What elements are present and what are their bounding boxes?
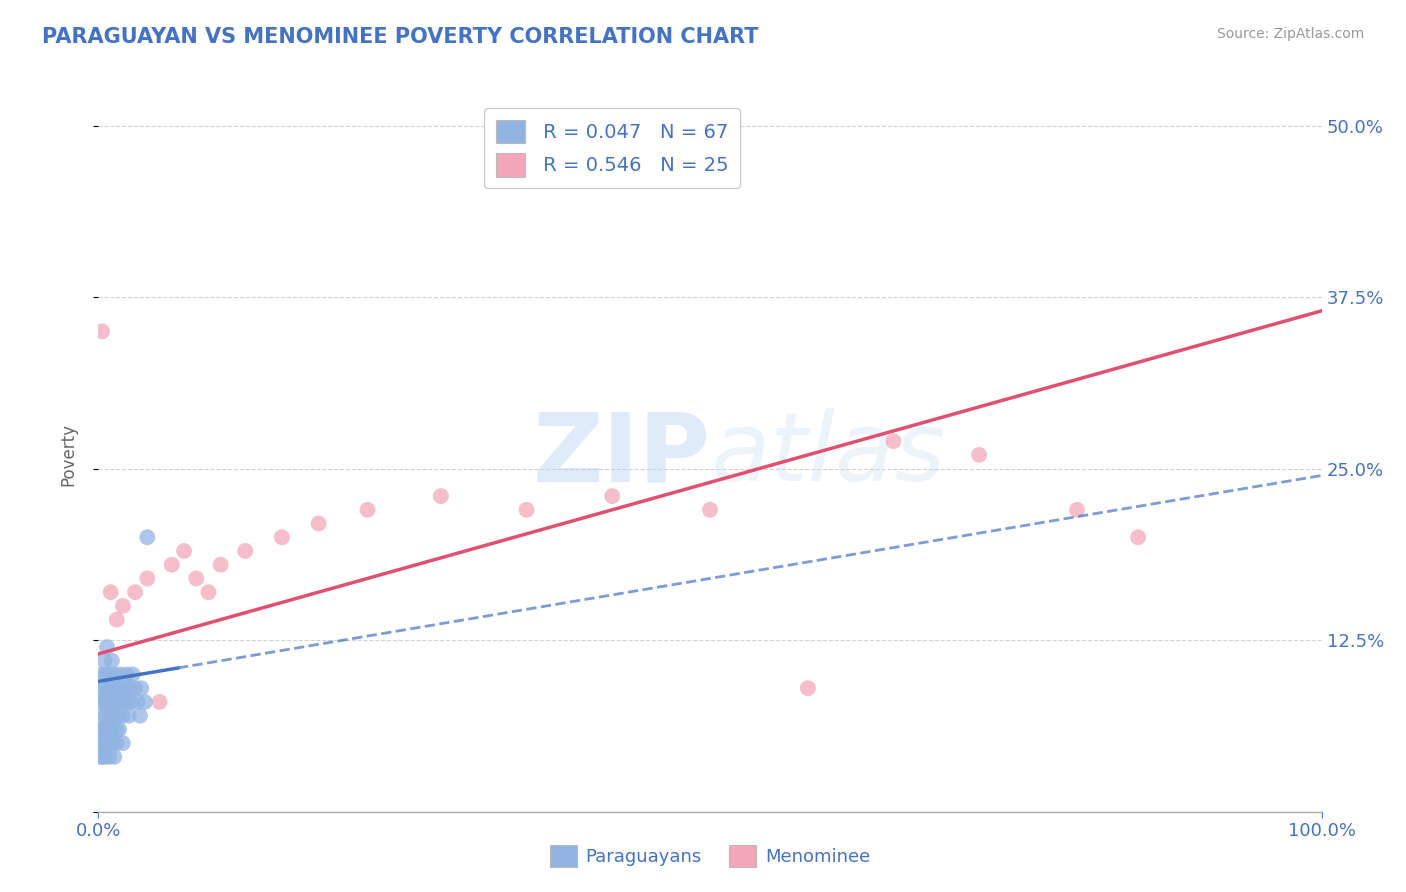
Point: [111, 681, 134, 696]
Point: [105, 695, 128, 709]
Point: [100, 681, 122, 696]
Point: [110, 667, 132, 681]
Point: [101, 736, 124, 750]
Point: [100, 723, 122, 737]
Point: [101, 695, 124, 709]
Point: [117, 695, 139, 709]
Point: [101, 736, 124, 750]
Point: [91, 723, 114, 737]
Point: [1128, 530, 1150, 544]
Point: [91, 736, 114, 750]
Point: [270, 530, 294, 544]
Text: atlas: atlas: [710, 409, 945, 501]
Point: [114, 681, 136, 696]
Legend: Paraguayans, Menominee: Paraguayans, Menominee: [543, 838, 877, 874]
Point: [1066, 503, 1088, 517]
Point: [89, 695, 111, 709]
Point: [129, 708, 152, 723]
Point: [600, 489, 623, 503]
Point: [107, 708, 129, 723]
Point: [91, 681, 114, 696]
Point: [98, 749, 121, 764]
Point: [186, 571, 208, 585]
Point: [111, 736, 134, 750]
Text: Source: ZipAtlas.com: Source: ZipAtlas.com: [1216, 27, 1364, 41]
Point: [108, 723, 131, 737]
Point: [101, 708, 124, 723]
Point: [111, 708, 134, 723]
Point: [356, 503, 378, 517]
Point: [91, 695, 114, 709]
Text: PARAGUAYAN VS MENOMINEE POVERTY CORRELATION CHART: PARAGUAYAN VS MENOMINEE POVERTY CORRELAT…: [42, 27, 759, 46]
Point: [90, 736, 112, 750]
Point: [108, 695, 131, 709]
Point: [124, 585, 146, 599]
Point: [101, 723, 124, 737]
Point: [97, 736, 120, 750]
Point: [103, 749, 125, 764]
Point: [797, 681, 820, 696]
Point: [91, 325, 114, 339]
Point: [96, 723, 118, 737]
Point: [118, 708, 141, 723]
Point: [91, 749, 114, 764]
Point: [98, 667, 121, 681]
Point: [93, 749, 115, 764]
Point: [91, 736, 114, 750]
Point: [101, 654, 124, 668]
Point: [93, 723, 115, 737]
Point: [699, 503, 721, 517]
Point: [90, 723, 112, 737]
Point: [107, 681, 129, 696]
Point: [173, 544, 195, 558]
Point: [98, 695, 121, 709]
Point: [129, 681, 152, 696]
Point: [105, 723, 128, 737]
Point: [160, 558, 183, 572]
Point: [515, 503, 537, 517]
Point: [120, 681, 142, 696]
Point: [96, 695, 118, 709]
Point: [100, 585, 122, 599]
Point: [97, 681, 120, 696]
Point: [430, 489, 453, 503]
Point: [89, 749, 111, 764]
Point: [233, 544, 256, 558]
Point: [94, 708, 117, 723]
Point: [100, 736, 122, 750]
Point: [136, 571, 159, 585]
Point: [121, 667, 143, 681]
Point: [105, 736, 128, 750]
Point: [90, 667, 112, 681]
Y-axis label: Poverty: Poverty: [59, 424, 77, 486]
Point: [209, 558, 232, 572]
Point: [96, 723, 118, 737]
Point: [197, 585, 219, 599]
Point: [103, 681, 125, 696]
Point: [96, 640, 118, 654]
Point: [105, 613, 128, 627]
Point: [967, 448, 990, 462]
Point: [103, 708, 125, 723]
Point: [115, 667, 138, 681]
Point: [134, 695, 156, 709]
Point: [91, 708, 114, 723]
Point: [124, 681, 146, 696]
Point: [104, 667, 127, 681]
Point: [120, 695, 142, 709]
Point: [883, 434, 905, 449]
Point: [111, 599, 134, 613]
Point: [149, 695, 172, 709]
Point: [94, 667, 117, 681]
Point: [112, 695, 135, 709]
Point: [136, 530, 159, 544]
Point: [94, 736, 117, 750]
Text: ZIP: ZIP: [531, 409, 710, 501]
Point: [93, 654, 115, 668]
Point: [97, 708, 120, 723]
Point: [93, 681, 115, 696]
Point: [308, 516, 330, 531]
Point: [127, 695, 149, 709]
